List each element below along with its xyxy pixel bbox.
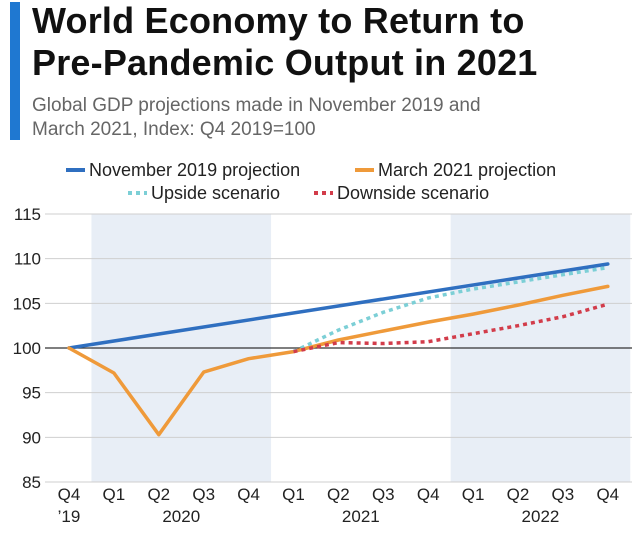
chart-subtitle: Global GDP projections made in November … (32, 94, 632, 142)
x-tick-label: Q1 (462, 485, 485, 504)
legend-item-4: Downside scenario (314, 183, 489, 203)
legend-label: November 2019 projection (89, 160, 300, 180)
series-line-2 (67, 284, 610, 437)
x-tick-label: Q1 (282, 485, 305, 504)
x-tick-sublabel: ’19 (58, 507, 81, 526)
x-year-label: 2021 (342, 507, 380, 526)
x-tick-label: Q2 (327, 485, 350, 504)
chart-grid-layer (45, 213, 632, 483)
y-tick-label: 105 (13, 294, 41, 313)
chart-legend-layer: November 2019 projection March 2021 proje… (66, 160, 556, 203)
x-tick-label: Q4 (237, 485, 260, 504)
series-line-4 (293, 302, 609, 354)
chart-axis-layer: 85 90 95 100 105 110 115 Q4 ’19 Q1 Q2 Q3 Q4 Q1 Q2 Q3 Q4 Q… (13, 205, 620, 526)
legend-label: March 2021 projection (378, 160, 556, 180)
legend-label: Upside scenario (151, 183, 280, 203)
x-tick-label: Q4 (596, 485, 619, 504)
x-tick-label: Q4 (417, 485, 440, 504)
legend-label: Downside scenario (337, 183, 489, 203)
x-tick-label: Q4 (58, 485, 81, 504)
series-line-3 (292, 265, 609, 354)
chart-subtitle-line-1: Global GDP projections made in November … (32, 95, 481, 116)
chart-series-layer (67, 262, 610, 437)
series-line-1 (67, 262, 610, 350)
chart-title: World Economy to Return to Pre-Pandemic … (32, 0, 632, 84)
y-tick-label: 115 (14, 205, 41, 224)
title-accent-bar (10, 2, 20, 140)
x-year-label: 2022 (522, 507, 560, 526)
x-tick-label: Q2 (147, 485, 170, 504)
y-tick-label: 100 (13, 339, 41, 358)
y-tick-label: 95 (22, 384, 41, 403)
y-tick-label: 110 (14, 250, 41, 269)
y-tick-label: 90 (22, 428, 41, 447)
legend-item-3: Upside scenario (128, 183, 280, 203)
x-tick-label: Q2 (507, 485, 530, 504)
chart-title-line-1: World Economy to Return to (32, 0, 525, 41)
x-tick-label: Q3 (192, 485, 215, 504)
legend-item-1: November 2019 projection (66, 160, 300, 180)
x-tick-label: Q1 (103, 485, 126, 504)
chart-title-line-2: Pre-Pandemic Output in 2021 (32, 42, 538, 83)
x-tick-label: Q3 (372, 485, 395, 504)
x-tick-label: Q3 (552, 485, 575, 504)
chart-subtitle-line-2: March 2021, Index: Q4 2019=100 (32, 119, 316, 140)
x-year-label: 2020 (162, 507, 200, 526)
y-tick-label: 85 (22, 473, 41, 492)
legend-item-2: March 2021 projection (355, 160, 556, 180)
